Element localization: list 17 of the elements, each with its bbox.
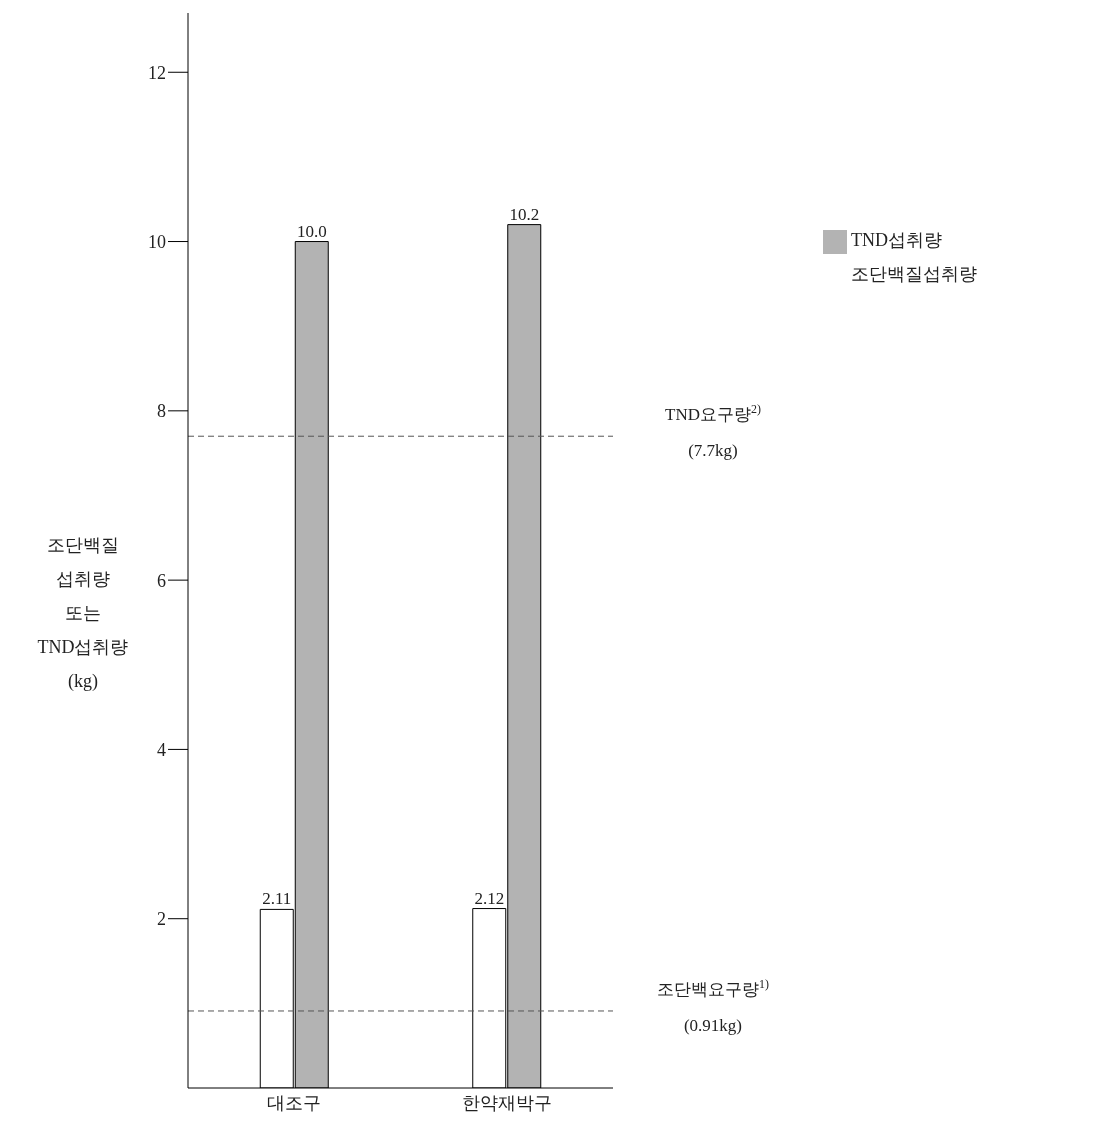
data-label: 10.2 [509,204,540,224]
legend-label: TND섭취량 [851,230,942,250]
text: TND요구량$^{2)}$ (7.7kg) [665,402,761,461]
y-tick-label: 2 [157,909,166,930]
data-label: 2.12 [474,888,505,908]
y-tick-label: 10 [148,231,166,252]
y-tick-label: 4 [157,739,166,760]
data-label: 10.0 [296,221,327,241]
y-tick-label: 12 [148,62,166,83]
y-tick-label: 8 [157,401,166,422]
y-axis-title: 조단백질 섭취량 또는 TND섭취량 (kg) [36,534,130,693]
x-tick-label: 한약재박구 [461,1092,552,1113]
text: 조단백요구량$^{1)}$ (0.91kg) [657,976,769,1035]
y-tick-label: 6 [157,570,166,591]
data-label: 2.11 [262,889,292,909]
text: 조단백질섭취량 [851,264,977,284]
x-tick-label: 대조구 [267,1092,322,1113]
